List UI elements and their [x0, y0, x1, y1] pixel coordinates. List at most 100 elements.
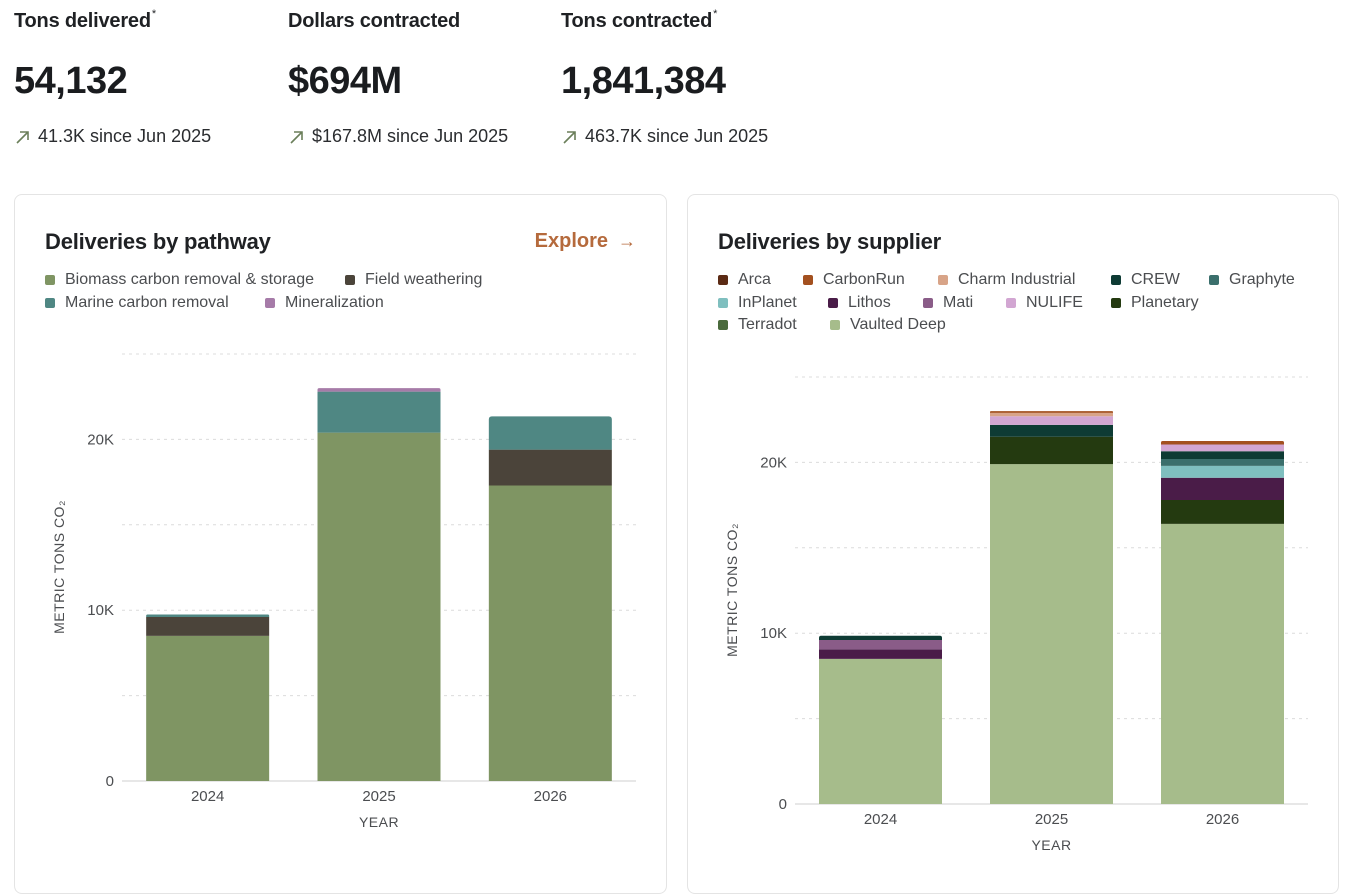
legend-item-mineralization[interactable]: Mineralization — [265, 294, 384, 312]
bar-crew-2024[interactable] — [819, 635, 942, 641]
y-tick-label: 10K — [87, 602, 114, 619]
arrow-up-right-icon — [563, 130, 576, 144]
legend-swatch — [1209, 275, 1219, 285]
legend-label: Mati — [943, 294, 974, 311]
stat-value: $694M — [288, 60, 402, 102]
bar-planetary-2026[interactable] — [1161, 499, 1284, 524]
bar-mineralization-2025[interactable] — [317, 388, 441, 392]
bar-marine-carbon-removal-2026[interactable] — [488, 416, 612, 450]
bar-crew-2025[interactable] — [990, 424, 1113, 437]
legend-swatch — [45, 275, 55, 285]
bar-lithos-2024[interactable] — [819, 649, 942, 659]
supplier-card: Deliveries by supplier Arca CarbonRun Char… — [687, 194, 1339, 894]
legend-swatch — [938, 275, 948, 285]
bar-marine-carbon-removal-2025[interactable] — [317, 391, 441, 433]
legend-label: Vaulted Deep — [850, 316, 946, 333]
legend-label: Mineralization — [285, 294, 384, 311]
legend-item-inplanet[interactable]: InPlanet — [718, 294, 797, 312]
x-tick-label: 2024 — [191, 788, 224, 805]
legend-label: Lithos — [848, 294, 891, 311]
arrow-up-right-icon — [290, 130, 303, 144]
legend-item-terradot[interactable]: Terradot — [718, 316, 797, 334]
legend-item-field-weathering[interactable]: Field weathering — [345, 271, 482, 289]
legend-item-mati[interactable]: Mati — [923, 294, 973, 312]
stat-label: Tons delivered* — [14, 8, 156, 32]
bar-graphyte-2026[interactable] — [1161, 458, 1284, 466]
explore-label: Explore — [534, 230, 608, 252]
legend-label: Arca — [738, 271, 771, 288]
card-title: Deliveries by pathway — [45, 229, 271, 254]
y-tick-label: 10K — [760, 625, 787, 642]
legend-label: Terradot — [738, 316, 797, 333]
bar-lithos-2026[interactable] — [1161, 477, 1284, 500]
legend-swatch — [1111, 275, 1121, 285]
bar-biomass-carbon-removal-storage-2025[interactable] — [317, 432, 441, 781]
legend-label: NULIFE — [1026, 294, 1083, 311]
bar-crew-2026[interactable] — [1161, 451, 1284, 459]
legend-label: Planetary — [1131, 294, 1199, 311]
stat-dollars-contracted: Dollars contracted $694M $167.8M since J… — [288, 10, 508, 146]
y-axis-title: METRIC TONS CO₂ — [724, 523, 740, 657]
pathway-card: Deliveries by pathway Explore → Biomass … — [14, 194, 667, 894]
legend-swatch — [803, 275, 813, 285]
legend-swatch — [345, 275, 355, 285]
stat-tons-delivered: Tons delivered* 54,132 41.3K since Jun 2… — [14, 8, 211, 146]
stat-change: 41.3K since Jun 2025 — [14, 126, 211, 147]
legend-swatch — [1111, 298, 1121, 308]
y-tick-label: 0 — [106, 773, 114, 790]
stat-label: Tons contracted* — [561, 8, 718, 32]
legend-item-charm-industrial[interactable]: Charm Industrial — [938, 271, 1075, 289]
bar-nulife-2026[interactable] — [1161, 444, 1284, 452]
bar-field-weathering-2024[interactable] — [146, 617, 270, 636]
bar-nulife-2025[interactable] — [990, 416, 1113, 425]
y-tick-label: 20K — [87, 431, 114, 448]
legend-item-carbonrun[interactable]: CarbonRun — [803, 271, 905, 289]
x-tick-label: 2024 — [864, 811, 897, 828]
legend-swatch — [828, 298, 838, 308]
bar-marine-carbon-removal-2024[interactable] — [146, 614, 270, 618]
stat-change: $167.8M since Jun 2025 — [288, 126, 508, 147]
legend-item-arca[interactable]: Arca — [718, 271, 771, 289]
legend-item-planetary[interactable]: Planetary — [1111, 294, 1199, 312]
legend-item-graphyte[interactable]: Graphyte — [1209, 271, 1295, 289]
bar-biomass-carbon-removal-storage-2024[interactable] — [146, 635, 270, 781]
bar-vaulted-deep-2025[interactable] — [990, 464, 1113, 804]
legend-item-crew[interactable]: CREW — [1111, 271, 1180, 289]
legend-swatch — [1006, 298, 1016, 308]
bar-carbonrun-2026[interactable] — [1161, 441, 1284, 445]
arrow-up-right-icon — [16, 130, 29, 144]
x-tick-label: 2025 — [362, 788, 395, 805]
legend-item-nulife[interactable]: NULIFE — [1006, 294, 1083, 312]
bar-inplanet-2026[interactable] — [1161, 465, 1284, 478]
legend-swatch — [718, 298, 728, 308]
stat-tons-contracted: Tons contracted* 1,841,384 463.7K since … — [561, 8, 768, 146]
legend-swatch — [45, 298, 55, 308]
legend-label: Field weathering — [365, 271, 483, 288]
supplier-bar-chart: 0 10K 20K 2024 2025 2026 YEAR METRIC TONS CO₂ — [724, 376, 1308, 853]
bar-mati-2024[interactable] — [819, 640, 942, 650]
bar-carbonrun-2025[interactable] — [990, 411, 1113, 413]
explore-link[interactable]: Explore → — [535, 230, 636, 253]
legend-label: Marine carbon removal — [65, 294, 229, 311]
pathway-bar-chart: 0 10K 20K 2024 2025 2026 YEAR METRIC TONS CO₂ — [51, 353, 636, 830]
bar-charm-industrial-2025[interactable] — [990, 412, 1113, 417]
stat-change: 463.7K since Jun 2025 — [561, 126, 768, 147]
legend-label: CREW — [1131, 271, 1180, 288]
legend-item-vaulted-deep[interactable]: Vaulted Deep — [830, 316, 946, 334]
legend-item-lithos[interactable]: Lithos — [828, 294, 891, 312]
bar-field-weathering-2026[interactable] — [488, 449, 612, 486]
y-tick-label: 0 — [779, 796, 787, 813]
bar-vaulted-deep-2024[interactable] — [819, 658, 942, 804]
legend-label: CarbonRun — [823, 271, 905, 288]
bar-planetary-2025[interactable] — [990, 436, 1113, 465]
bar-vaulted-deep-2026[interactable] — [1161, 523, 1284, 804]
stat-value: 1,841,384 — [561, 60, 726, 102]
legend-swatch — [718, 320, 728, 330]
legend-item-marine-carbon-removal[interactable]: Marine carbon removal — [45, 294, 229, 312]
bar-biomass-carbon-removal-storage-2026[interactable] — [488, 485, 612, 781]
y-tick-label: 20K — [760, 454, 787, 471]
legend-swatch — [923, 298, 933, 308]
legend-label: Biomass carbon removal & storage — [65, 271, 314, 288]
legend-item-biomass-carbon-removal-storage[interactable]: Biomass carbon removal & storage — [45, 271, 314, 289]
y-axis-title: METRIC TONS CO₂ — [51, 500, 67, 634]
